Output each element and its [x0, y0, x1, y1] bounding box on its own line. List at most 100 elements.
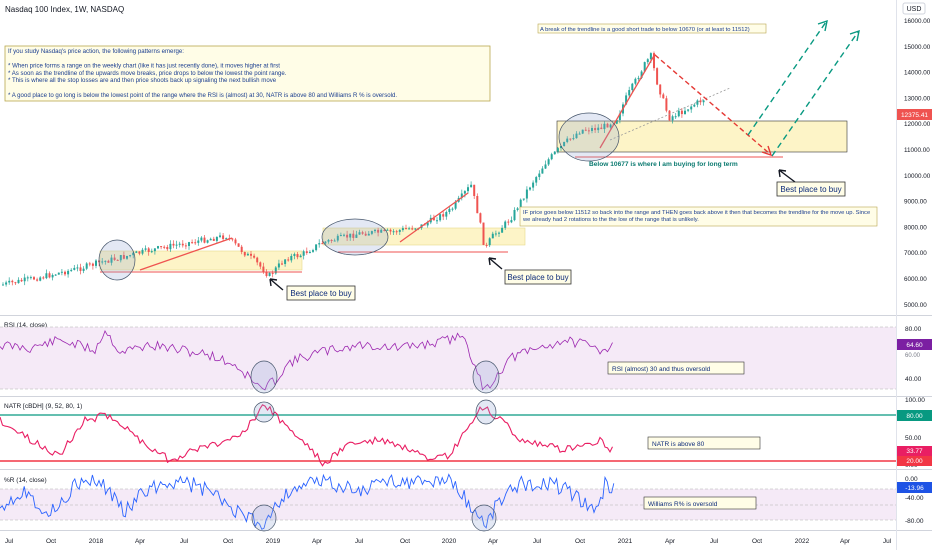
- candle-body: [556, 148, 559, 152]
- candle-body: [265, 272, 268, 276]
- candle-body: [209, 238, 212, 241]
- candle-body: [355, 234, 358, 238]
- candle-body: [82, 268, 85, 271]
- candle-body: [637, 77, 640, 79]
- wr-band: [0, 489, 896, 520]
- candle-body: [163, 246, 166, 248]
- candle-body: [144, 248, 147, 250]
- candle-body: [318, 243, 321, 245]
- trendline-break-note[interactable]: A break of the trendline is a good short…: [537, 23, 767, 34]
- main-notes-line: * A good place to go long is below the l…: [8, 92, 397, 99]
- natr-upper-text: 80.00: [906, 413, 923, 420]
- time-tick: Apr: [312, 538, 323, 545]
- candle-body: [374, 229, 376, 232]
- main-notes-line: * As soon as the trendline of the upward…: [8, 70, 287, 77]
- candle-body: [463, 191, 466, 194]
- candle-body: [615, 120, 618, 124]
- wr-current-text: -13.96: [905, 485, 924, 492]
- candle-body: [122, 255, 125, 259]
- buying-note[interactable]: Below 10677 is where I am buying for lon…: [589, 161, 738, 168]
- natr-tick-100: 100.00: [905, 397, 925, 404]
- candle-body: [150, 251, 153, 253]
- price-tick: 8000.00: [904, 224, 927, 231]
- candle-body: [132, 252, 135, 256]
- candle-body: [594, 128, 597, 131]
- candle-body: [194, 242, 197, 244]
- best-place-text-2: Best place to buy: [507, 273, 568, 282]
- currency-label[interactable]: USD: [902, 2, 926, 15]
- trendline-break-text: A break of the trendline is a good short…: [540, 27, 750, 33]
- price-tick: 12000.00: [904, 121, 931, 128]
- candle-body: [392, 231, 395, 233]
- candle-body: [237, 243, 240, 247]
- range-box-2020: [556, 120, 848, 153]
- candle-body: [649, 53, 652, 60]
- time-tick: 2021: [618, 538, 633, 545]
- symbol-title[interactable]: Nasdaq 100 Index, 1W, NASDAQ: [5, 5, 124, 14]
- candle-body: [600, 127, 603, 130]
- natr-note[interactable]: NATR is above 80: [647, 436, 761, 450]
- candle-body: [398, 230, 401, 232]
- candle-body: [653, 53, 655, 69]
- candle-body: [336, 235, 339, 241]
- candle-body: [197, 240, 200, 243]
- candle-body: [14, 282, 17, 284]
- rsi-note[interactable]: RSI (almost) 30 and thus oversold: [607, 361, 745, 375]
- best-place-label-3[interactable]: Best place to buy: [776, 181, 846, 197]
- natr-current-text: 33.77: [906, 448, 923, 455]
- price-tick: 9000.00: [904, 199, 927, 206]
- candle-body: [91, 263, 94, 266]
- candle-body: [519, 199, 522, 209]
- candle-body: [640, 71, 643, 78]
- natr-panel[interactable]: NATR [cBDH] (9, 52, 80, 1) 100.00 50.00 …: [0, 397, 932, 469]
- candle-body: [569, 138, 572, 140]
- candle-body: [470, 184, 473, 188]
- wr-tick-80: -80.00: [905, 518, 924, 525]
- time-tick: Oct: [223, 538, 233, 545]
- candle-body: [302, 251, 305, 256]
- candle-body: [677, 110, 680, 117]
- pointer-arrows: [269, 169, 796, 291]
- wr-panel[interactable]: %R (14, close) 0.00 -40.00 -80.00 -13.96: [0, 473, 932, 532]
- candle-body: [445, 211, 448, 217]
- main-notes-line: * This is where all the stop losses are …: [8, 77, 277, 84]
- candle-body: [628, 90, 631, 96]
- best-place-label-1[interactable]: Best place to buy: [286, 285, 356, 301]
- main-notes-box[interactable]: If you study Nasdaq's price action, the …: [4, 45, 491, 102]
- time-tick: 2018: [89, 538, 104, 545]
- candle-body: [2, 284, 4, 286]
- candle-body: [42, 277, 45, 279]
- candle-body: [572, 138, 575, 140]
- candle-body: [200, 237, 203, 241]
- arrowhead-long-1: [817, 19, 828, 32]
- candle-body: [312, 250, 314, 252]
- wr-line: [0, 473, 615, 530]
- candle-body: [219, 235, 221, 237]
- time-tick: Apr: [665, 538, 676, 545]
- candle-body: [485, 244, 488, 246]
- if-note-box[interactable]: IF price goes below 11512 so back into t…: [519, 206, 878, 227]
- natr-tick-50: 50.00: [905, 435, 922, 442]
- candle-body: [560, 146, 562, 149]
- wr-note[interactable]: Williams R% is oversold: [643, 496, 757, 510]
- candle-body: [498, 232, 500, 234]
- time-axis[interactable]: Jul Oct 2018 Apr Jul Oct 2019 Apr Jul Oct 2020 Apr J…: [5, 538, 892, 545]
- candle-body: [699, 100, 702, 103]
- candle-body: [126, 255, 128, 259]
- rsi-panel[interactable]: RSI (14, close) 80.00 40.00 64.60 60.00: [0, 322, 932, 394]
- candle-body: [60, 271, 63, 273]
- candle-body: [550, 154, 553, 160]
- candle-body: [290, 255, 293, 261]
- candle-body: [113, 257, 116, 260]
- candle-body: [29, 277, 32, 279]
- candle-body: [246, 253, 249, 256]
- candle-body: [250, 253, 252, 256]
- best-place-label-2[interactable]: Best place to buy: [504, 269, 572, 285]
- candle-body: [358, 232, 361, 235]
- candle-body: [243, 252, 246, 256]
- time-tick: Oct: [575, 538, 585, 545]
- price-axis[interactable]: 16000.00 15000.00 14000.00 13000.00 12000.00…: [904, 18, 931, 309]
- long-projection-2: [771, 31, 859, 157]
- candle-body: [671, 116, 674, 121]
